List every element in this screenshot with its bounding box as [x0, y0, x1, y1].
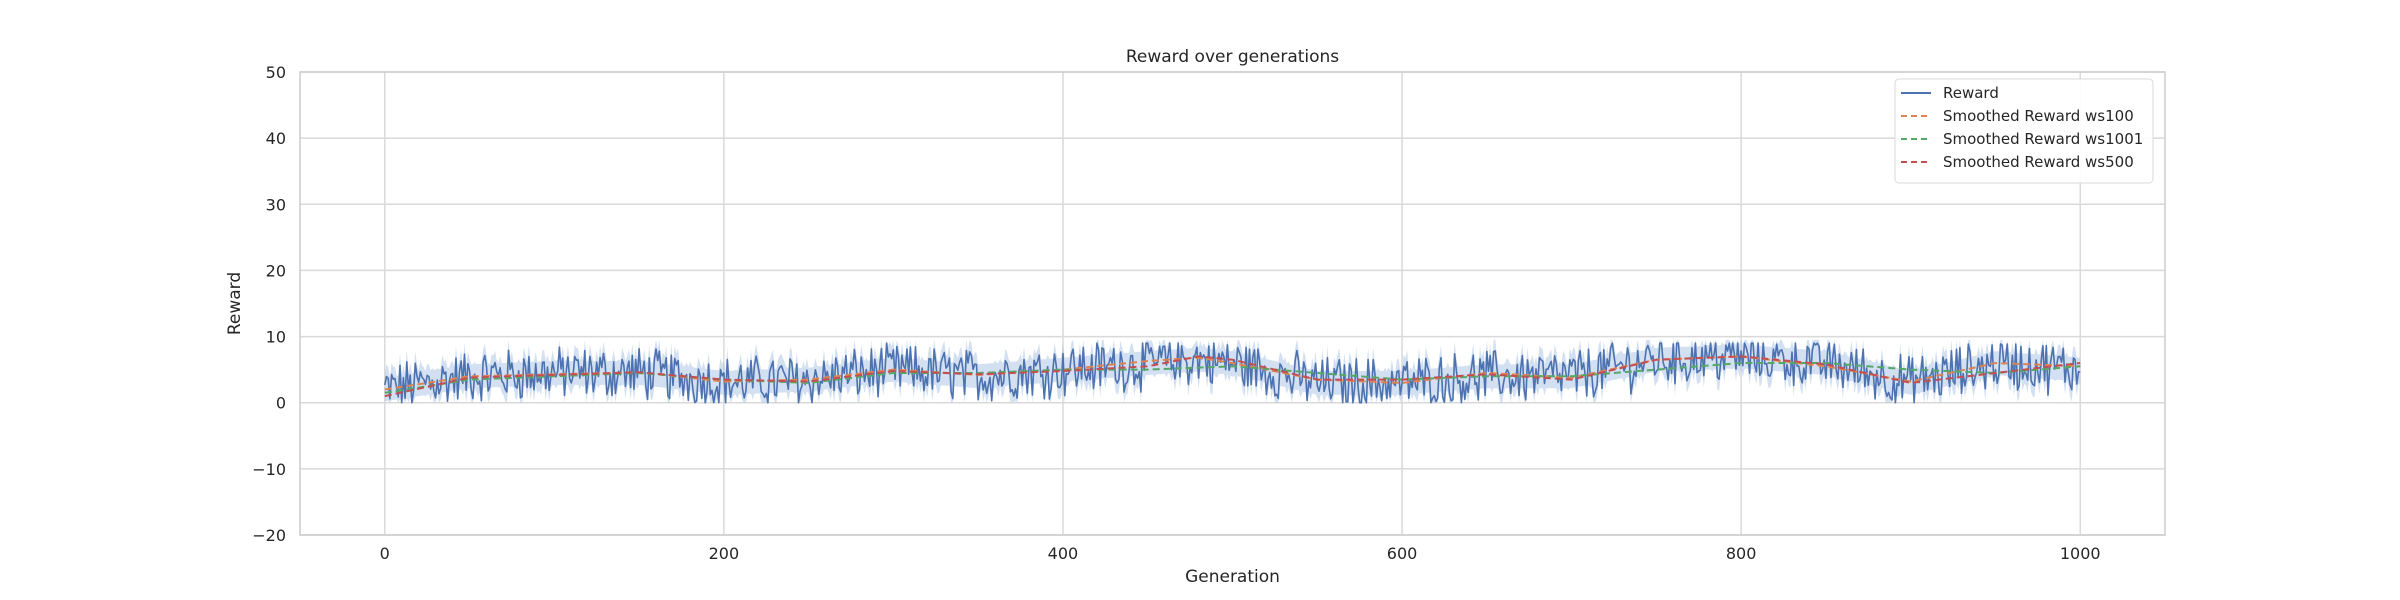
- reward-band-area: [384, 339, 2081, 403]
- y-tick-label: 50: [266, 63, 286, 82]
- y-tick-label: 20: [266, 261, 286, 280]
- series-line-reward: [384, 342, 2081, 404]
- y-tick-label: 0: [276, 394, 286, 413]
- y-tick-label: 10: [266, 328, 286, 347]
- x-tick-label: 600: [1387, 544, 1418, 563]
- legend-label-ws100: Smoothed Reward ws100: [1943, 107, 2134, 125]
- y-tick-label: −10: [252, 460, 286, 479]
- legend-label-ws1001: Smoothed Reward ws1001: [1943, 130, 2143, 148]
- y-tick-label: 40: [266, 129, 286, 148]
- chart-title: Reward over generations: [1126, 47, 1339, 67]
- axis-ticks: 0 200 400 600 800 1000 −20 −10 0 10 20 30 40 50: [252, 63, 2100, 563]
- series-line-ws1001: [384, 362, 2081, 394]
- reward-series-layer: [384, 342, 2081, 404]
- legend-label-ws500: Smoothed Reward ws500: [1943, 153, 2134, 171]
- x-tick-label: 0: [380, 544, 390, 563]
- legend: Reward Smoothed Reward ws100 Smoothed Rewa…: [1894, 78, 2154, 184]
- legend-label-raw: Reward: [1943, 84, 1999, 102]
- x-tick-label: 800: [1726, 544, 1757, 563]
- plot-frame: [299, 71, 2166, 536]
- series-line-ws500: [384, 355, 2081, 398]
- x-axis-title: Generation: [1185, 567, 1280, 587]
- legend-box: [1894, 78, 2154, 184]
- x-tick-label: 400: [1048, 544, 1079, 563]
- reward-confidence-band: [384, 339, 2081, 403]
- x-tick-label: 200: [709, 544, 740, 563]
- smoothed-series-layer: [384, 355, 2081, 398]
- y-axis-title: Reward: [225, 272, 245, 335]
- y-tick-label: 30: [266, 195, 286, 214]
- x-tick-label: 1000: [2060, 544, 2101, 563]
- y-tick-label: −20: [252, 526, 286, 545]
